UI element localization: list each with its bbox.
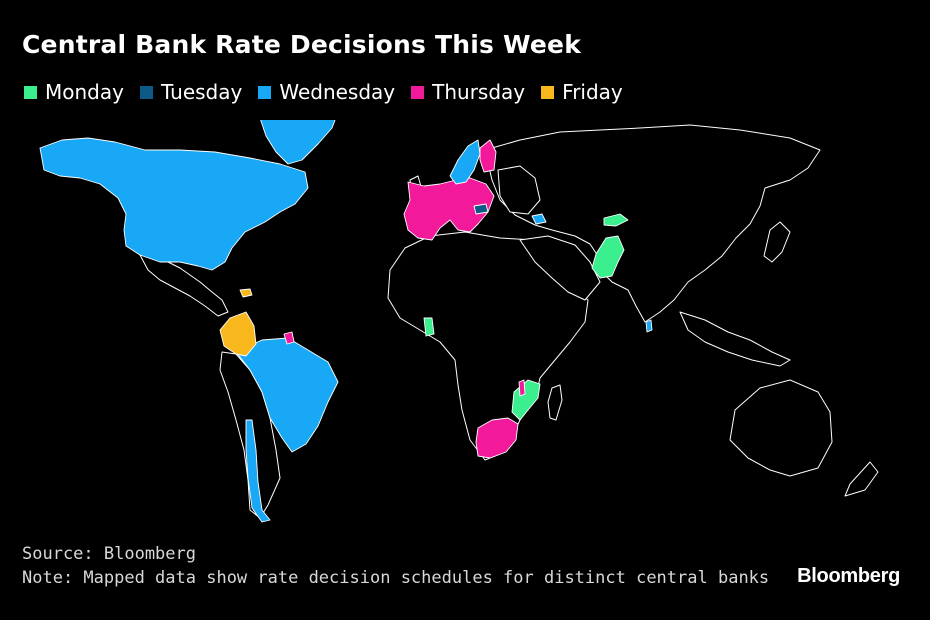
- land-madagascar: [547, 384, 563, 421]
- legend: Monday Tuesday Wednesday Thursday Friday: [24, 80, 623, 104]
- region-chile: [245, 419, 271, 523]
- legend-label-monday: Monday: [45, 80, 124, 104]
- chart-title: Central Bank Rate Decisions This Week: [22, 30, 582, 59]
- legend-item-tuesday: Tuesday: [139, 80, 243, 104]
- land-middle-east: [519, 235, 601, 301]
- region-norway-sweden: [449, 139, 481, 185]
- region-south-africa: [475, 417, 519, 459]
- legend-item-wednesday: Wednesday: [258, 80, 395, 104]
- region-georgia: [531, 213, 547, 225]
- legend-item-thursday: Thursday: [411, 80, 525, 104]
- region-colombia: [219, 311, 257, 357]
- land-australia: [729, 379, 833, 477]
- region-pakistan: [591, 235, 625, 279]
- legend-label-tuesday: Tuesday: [160, 80, 243, 104]
- legend-swatch-friday: [541, 85, 555, 99]
- land-southeast-asia: [679, 311, 791, 367]
- region-north-america: [39, 137, 309, 271]
- region-dominican-republic: [239, 288, 253, 298]
- legend-label-thursday: Thursday: [432, 80, 526, 104]
- region-finland: [479, 139, 497, 173]
- region-brazil: [235, 337, 339, 453]
- region-ghana: [423, 317, 435, 337]
- legend-swatch-monday: [24, 85, 37, 99]
- legend-swatch-thursday: [411, 85, 425, 99]
- region-hungary: [473, 203, 489, 215]
- legend-item-monday: Monday: [24, 80, 124, 104]
- legend-item-friday: Friday: [541, 80, 623, 104]
- region-kyrgyzstan: [603, 213, 629, 227]
- region-greenland: [260, 120, 336, 165]
- legend-label-wednesday: Wednesday: [279, 80, 396, 104]
- world-map: [39, 120, 879, 523]
- footnote: Note: Mapped data show rate decision sch…: [22, 568, 770, 588]
- legend-swatch-tuesday: [139, 85, 153, 99]
- legend-label-friday: Friday: [562, 80, 623, 104]
- land-asia: [484, 124, 821, 323]
- land-japan: [763, 221, 791, 263]
- legend-swatch-wednesday: [258, 85, 272, 99]
- region-guyana: [283, 331, 295, 345]
- region-sri-lanka: [645, 319, 653, 333]
- land-new-zealand: [844, 461, 879, 497]
- land-eastern-europe: [497, 165, 541, 215]
- bloomberg-logo: Bloomberg: [797, 565, 900, 587]
- land-central-america: [139, 254, 229, 317]
- source-note: Source: Bloomberg: [22, 544, 196, 564]
- region-malawi: [518, 379, 526, 397]
- region-mozambique: [511, 379, 541, 421]
